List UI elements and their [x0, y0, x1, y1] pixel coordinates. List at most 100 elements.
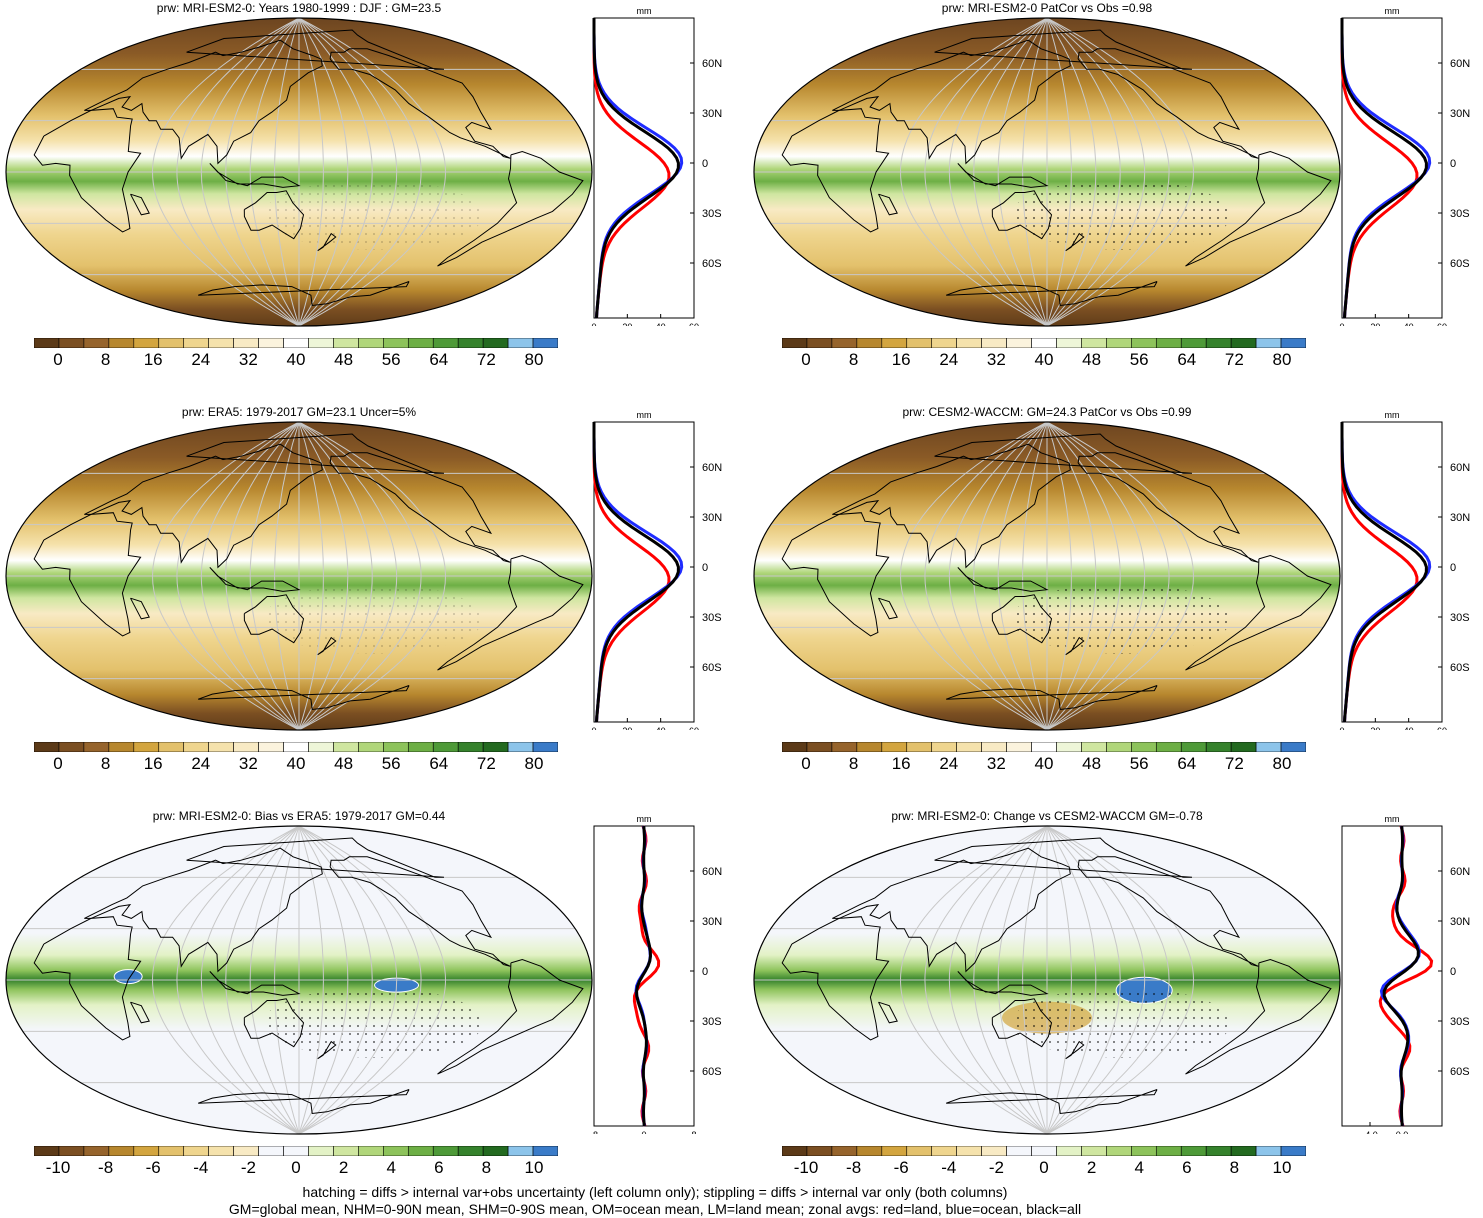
footer-legend-text: hatching = diffs > internal var+obs unce…	[0, 1184, 1310, 1218]
colorbar-swatch	[881, 338, 908, 348]
colorbar-tick-label: 16	[143, 754, 163, 773]
colorbar-tick-label: 80	[1272, 754, 1292, 773]
colorbar-tick-label: 80	[524, 754, 544, 773]
colorbar-swatch	[1155, 338, 1182, 348]
colorbar-tick-label: 56	[1129, 350, 1149, 369]
coastline	[957, 567, 1049, 592]
zonal-lat-label: 0	[1450, 158, 1456, 170]
graticule-line	[1046, 422, 1170, 730]
graticule-line	[298, 18, 324, 326]
colorbar-swatch	[407, 1146, 434, 1156]
colorbar-swatch	[981, 338, 1007, 348]
coastline	[934, 433, 1193, 474]
zonal-lat-label: 60N	[702, 58, 722, 70]
graticule-line	[298, 18, 349, 326]
zonal-lat-label: 60S	[1450, 258, 1470, 270]
coastline	[934, 837, 1193, 878]
zonal-x-tick-label: 60	[689, 322, 699, 326]
zonal-lat-label: 60S	[702, 662, 722, 674]
graticule-line	[201, 18, 300, 326]
colorbar-swatch	[507, 1146, 534, 1156]
colorbar-swatch	[1056, 1146, 1082, 1156]
colorbar-tick-label: 64	[1177, 350, 1197, 369]
colorbar-swatch	[906, 742, 933, 752]
colorbar-swatch	[383, 338, 409, 348]
coastline	[781, 916, 890, 1041]
coastline	[437, 958, 584, 1075]
graticule-line	[924, 18, 1048, 326]
graticule-line	[298, 826, 397, 1134]
zonal-x-tick-label: 60	[1437, 726, 1447, 730]
zonal-unit-label: mm	[1385, 410, 1400, 420]
graticule-line	[152, 18, 300, 326]
zonal-curve	[1340, 18, 1428, 319]
zonal-unit-label: mm	[1385, 6, 1400, 16]
graticule-line	[900, 18, 1048, 326]
graticule-line	[1046, 18, 1170, 326]
zonal-lat-label: 30N	[1450, 916, 1470, 928]
panel-title: prw: MRI-ESM2-0 PatCor vs Obs =0.98	[941, 1, 1153, 15]
colorbar-tick-label: 64	[429, 350, 449, 369]
zonal-curve	[592, 18, 680, 319]
colorbar-swatch	[856, 1146, 883, 1156]
colorbar-swatch	[831, 338, 858, 348]
coastline	[209, 567, 301, 592]
zonal-curve	[632, 825, 661, 1127]
colorbar-tick-label: -2	[240, 1158, 256, 1177]
coastline	[1077, 856, 1259, 967]
zonal-mean-plot: mm 60N 30N 0 30S 60S 0 20 40 60	[591, 6, 722, 326]
graticule-line	[176, 422, 300, 730]
colorbar-tick-label: 72	[1224, 350, 1244, 369]
colorbar-swatch	[1230, 338, 1257, 348]
colorbar-swatch	[1031, 338, 1057, 348]
zonal-lat-label: 30N	[1450, 108, 1470, 120]
coastline	[186, 433, 445, 474]
colorbar-swatch	[407, 338, 434, 348]
colorbar-tick-label: 24	[939, 754, 959, 773]
graticule-line	[924, 422, 1048, 730]
colorbar-swatch	[1006, 338, 1032, 348]
colorbar-tick-label: 48	[334, 754, 354, 773]
colorbar-labels: -10 -8 -6 -4 -2 0 2 4 6 8 10	[34, 1158, 558, 1180]
colorbar-tick-label: 56	[381, 350, 401, 369]
colorbar-tick-label: -10	[793, 1158, 819, 1177]
colorbar-swatch	[881, 1146, 908, 1156]
panel-title: prw: MRI-ESM2-0: Change vs CESM2-WACCM G…	[891, 809, 1203, 823]
colorbar-swatch	[1106, 338, 1132, 348]
colorbar-swatch	[1131, 742, 1157, 752]
colorbar-tick-label: -8	[98, 1158, 114, 1177]
colorbar-tick-label: 16	[891, 754, 911, 773]
colorbar-swatch	[1180, 1146, 1207, 1156]
graticule-line	[1046, 18, 1072, 326]
graticule-line	[176, 826, 300, 1134]
colorbar-tick-label: 24	[939, 350, 959, 369]
colorbar-swatch	[532, 1146, 558, 1156]
colorbar-labels: 0 8 16 24 32 40 48 56 64 72 80	[34, 350, 558, 372]
stippling	[1011, 179, 1232, 250]
colorbar-swatch	[782, 742, 808, 752]
zonal-curve	[592, 422, 680, 723]
graticule-line	[298, 826, 349, 1134]
map-globe	[753, 421, 1341, 731]
graticule-line	[298, 18, 397, 326]
colorbar-tick-label: 80	[524, 350, 544, 369]
graticule-line	[1046, 826, 1145, 1134]
colorbar-labels: 0 8 16 24 32 40 48 56 64 72 80	[782, 754, 1306, 776]
colorbar-swatch	[956, 338, 982, 348]
colorbar-swatch	[308, 1146, 334, 1156]
colorbar-swatch	[931, 742, 957, 752]
colorbar-swatch	[407, 742, 434, 752]
coastline	[317, 232, 337, 252]
colorbar	[782, 338, 1306, 348]
zonal-lat-label: 30N	[702, 916, 722, 928]
colorbar-swatch	[532, 338, 558, 348]
colorbar-swatch	[208, 1146, 234, 1156]
colorbar-swatch	[457, 338, 484, 348]
graticule-line	[900, 826, 1048, 1134]
colorbar-swatch	[183, 742, 209, 752]
colorbar-swatch	[1280, 338, 1306, 348]
colorbar-swatch	[34, 1146, 60, 1156]
graticule-line	[1046, 826, 1194, 1134]
coastline	[1077, 452, 1259, 563]
zonal-lat-label: 60S	[1450, 1066, 1470, 1078]
